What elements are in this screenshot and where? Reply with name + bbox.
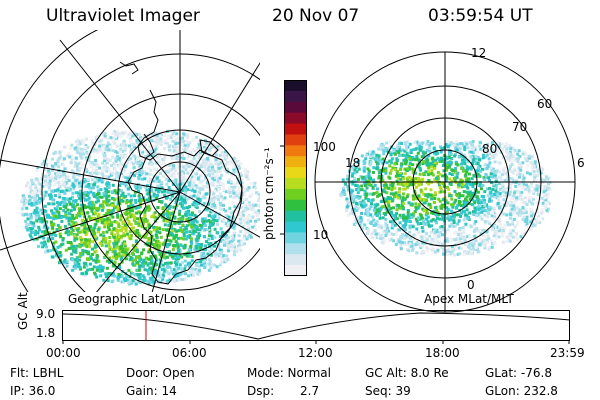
colorbar-swatch bbox=[284, 101, 307, 114]
colorbar-tick-10: 10 bbox=[313, 228, 329, 242]
date-label: 20 Nov 07 bbox=[272, 6, 360, 26]
glat-info: GLat: -76.8 bbox=[485, 366, 552, 380]
colorbar-swatch bbox=[284, 123, 307, 135]
colorbar-swatch bbox=[284, 221, 307, 233]
colorbar-swatch bbox=[284, 156, 307, 168]
colorbar-swatch bbox=[284, 243, 307, 255]
colorbar-swatch bbox=[284, 210, 307, 223]
left-panel-label: Geographic Lat/Lon bbox=[68, 292, 186, 306]
colorbar-swatch bbox=[284, 112, 307, 125]
mlt-label-0: 0 bbox=[467, 278, 475, 292]
dsp-label: Dsp: bbox=[247, 384, 275, 398]
colorbar-swatch bbox=[284, 232, 307, 244]
seq-info: Seq: 39 bbox=[365, 384, 411, 398]
colorbar-swatch bbox=[284, 265, 307, 277]
colorbar-swatch bbox=[284, 90, 307, 103]
antarctica-coastline bbox=[119, 61, 243, 285]
lat-label-80: 80 bbox=[482, 142, 498, 156]
altitude-xtick: 23:59 bbox=[550, 346, 585, 360]
colorbar-tick-100: 100 bbox=[313, 140, 336, 154]
altitude-xtick: 06:00 bbox=[172, 346, 207, 360]
colorbar-swatch bbox=[284, 134, 307, 146]
right-aurora-emission bbox=[339, 140, 552, 257]
altitude-plot bbox=[62, 310, 571, 344]
lat-label-70: 70 bbox=[512, 120, 528, 134]
colorbar-swatch bbox=[284, 80, 307, 92]
door-info: Door: Open bbox=[126, 366, 195, 380]
left-meridians bbox=[0, 30, 260, 292]
altitude-ytick-bottom: 1.8 bbox=[36, 326, 56, 340]
mode-info: Mode: Normal bbox=[247, 366, 331, 380]
mlt-label-6: 6 bbox=[577, 156, 585, 170]
colorbar-unit-label: photon cm⁻²s⁻¹ bbox=[262, 147, 276, 240]
ip-info: IP: 36.0 bbox=[10, 384, 56, 398]
glon-info: GLon: 232.8 bbox=[485, 384, 558, 398]
altitude-xtick: 00:00 bbox=[46, 346, 81, 360]
colorbar-swatch bbox=[284, 145, 307, 157]
altitude-ylabel: GC Alt bbox=[16, 292, 30, 330]
mlt-label-12: 12 bbox=[471, 46, 487, 60]
altitude-xtick: 12:00 bbox=[298, 346, 333, 360]
time-label: 03:59:54 UT bbox=[428, 6, 533, 26]
colorbar-swatch bbox=[284, 167, 307, 179]
colorbar-swatch bbox=[284, 188, 307, 201]
altitude-ytick-top: 9.0 bbox=[36, 307, 56, 321]
filter-info: Flt: LBHL bbox=[10, 366, 64, 380]
mlt-label-18: 18 bbox=[345, 156, 361, 170]
color-bar bbox=[280, 80, 307, 277]
left-aurora-emission bbox=[20, 130, 260, 286]
altitude-xtick: 18:00 bbox=[425, 346, 460, 360]
right-panel-label: Apex MLat/MLT bbox=[424, 292, 514, 306]
mlt-grid bbox=[314, 51, 576, 313]
colorbar-swatch bbox=[284, 199, 307, 212]
altitude-curve bbox=[62, 312, 571, 340]
gain-info: Gain: 14 bbox=[126, 384, 177, 398]
dsp-value: 2.7 bbox=[300, 384, 320, 398]
lat-label-60: 60 bbox=[537, 97, 553, 111]
gc-alt-info: GC Alt: 8.0 Re bbox=[365, 366, 449, 380]
instrument-title: Ultraviolet Imager bbox=[46, 6, 200, 26]
colorbar-swatch bbox=[284, 254, 307, 266]
colorbar-swatch bbox=[284, 178, 307, 190]
